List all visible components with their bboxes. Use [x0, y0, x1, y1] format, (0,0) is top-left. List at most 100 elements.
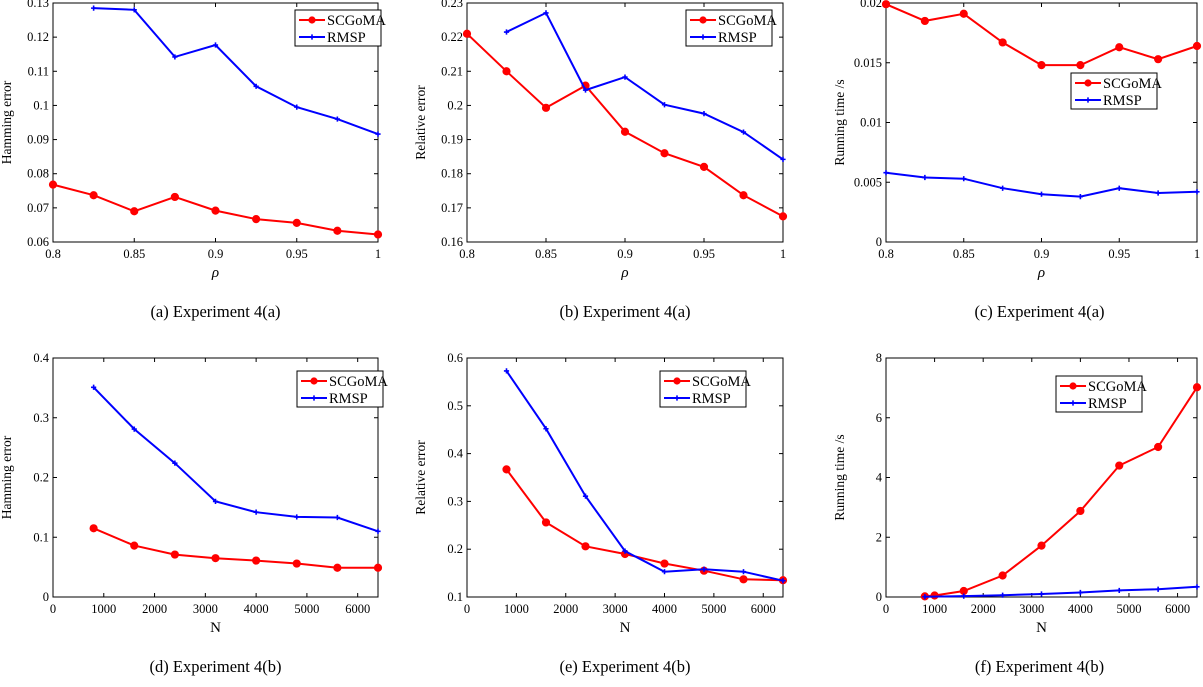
data-point-scgoma: [1154, 55, 1163, 64]
legend-label-scgoma: SCGoMA: [327, 13, 386, 29]
y-tick-label: 0.3: [447, 494, 463, 508]
data-point-scgoma: [373, 563, 383, 572]
data-point-scgoma: [660, 149, 669, 158]
data-point-scgoma: [48, 180, 58, 189]
x-tick-label: 0.95: [1108, 247, 1130, 261]
data-point-scgoma: [881, 0, 891, 9]
data-point-rmsp: [740, 569, 747, 575]
data-point-scgoma: [502, 465, 511, 474]
data-point-scgoma: [1037, 61, 1046, 70]
y-tick-label: 6: [876, 411, 882, 425]
y-axis-label: Hamming error: [0, 80, 14, 164]
data-point-rmsp: [1077, 193, 1083, 200]
x-tick-label: 0.95: [693, 247, 715, 261]
data-point-scgoma: [89, 524, 98, 533]
data-point-scgoma: [170, 550, 179, 559]
x-tick-label: 0.8: [45, 247, 61, 261]
series-line-rmsp: [506, 11, 784, 161]
series-scgoma: [502, 465, 788, 585]
series-scgoma: [881, 0, 1202, 70]
plot-area-frame: [885, 2, 1198, 243]
data-point-rmsp: [701, 566, 707, 572]
data-point-scgoma: [89, 191, 98, 200]
y-tick-label: 0.21: [441, 64, 463, 78]
series-rmsp: [922, 584, 1200, 600]
data-point-scgoma: [462, 29, 472, 38]
data-point-scgoma: [660, 559, 669, 568]
data-point-scgoma: [211, 206, 220, 215]
series-line-scgoma: [885, 3, 1198, 67]
x-tick-label: 5000: [294, 602, 319, 616]
data-point-rmsp: [253, 509, 259, 515]
series-rmsp: [503, 368, 786, 584]
data-point-rmsp: [1194, 189, 1200, 195]
series-scgoma: [462, 29, 788, 221]
x-axis-label: ρ: [620, 265, 628, 281]
data-point-rmsp: [1038, 591, 1045, 597]
legend-label-scgoma: SCGoMA: [692, 374, 751, 390]
data-point-rmsp: [582, 493, 589, 499]
series-line-rmsp: [505, 370, 784, 582]
x-tick-label: 2000: [971, 602, 996, 616]
data-point-rmsp: [780, 578, 786, 584]
x-tick-label: 0.85: [535, 247, 557, 261]
legend-label-rmsp: RMSP: [692, 391, 731, 407]
y-tick-label: 0.2: [447, 98, 463, 112]
y-tick-label: 0.1: [33, 98, 49, 112]
data-point-scgoma: [739, 191, 748, 200]
legend-marker-rmsp: [1070, 400, 1076, 406]
x-tick-label: 6000: [751, 602, 776, 616]
data-point-rmsp: [661, 102, 668, 108]
y-tick-label: 0.1: [33, 530, 49, 544]
data-point-scgoma: [1115, 461, 1124, 470]
x-tick-label: 0.8: [459, 247, 475, 261]
x-axis-label: N: [620, 620, 631, 636]
y-tick-label: 0.015: [854, 56, 882, 70]
legend-box: [659, 370, 747, 408]
x-tick-label: 4000: [652, 602, 677, 616]
data-point-rmsp: [622, 74, 628, 80]
series-scgoma: [920, 383, 1202, 601]
data-point-rmsp: [1116, 185, 1122, 191]
series-line-rmsp: [93, 7, 379, 136]
data-point-rmsp: [661, 569, 668, 575]
data-point-rmsp: [212, 42, 219, 48]
data-point-scgoma: [1192, 383, 1202, 392]
y-tick-label: 0: [876, 235, 882, 249]
data-point-rmsp: [1116, 587, 1122, 594]
data-point-scgoma: [930, 591, 939, 600]
y-tick-label: 0.17: [441, 201, 463, 215]
legend-label-rmsp: RMSP: [327, 30, 366, 46]
data-point-rmsp: [253, 83, 259, 89]
x-tick-label: 0.9: [617, 247, 633, 261]
x-tick-label: 2000: [553, 602, 578, 616]
data-point-scgoma: [1115, 43, 1124, 52]
data-point-rmsp: [131, 426, 137, 432]
x-tick-label: 1000: [504, 602, 529, 616]
data-point-rmsp: [1194, 584, 1200, 590]
series-rmsp: [503, 10, 786, 162]
series-rmsp: [883, 170, 1200, 200]
data-point-scgoma: [130, 541, 139, 550]
data-point-rmsp: [375, 131, 381, 137]
legend-marker-scgoma: [699, 16, 707, 24]
data-point-scgoma: [541, 518, 551, 527]
legend-marker-scgoma: [1084, 79, 1092, 87]
y-tick-label: 0.13: [27, 0, 49, 10]
data-point-scgoma: [502, 67, 511, 76]
x-tick-label: 4000: [1068, 602, 1093, 616]
legend-label-rmsp: RMSP: [718, 30, 757, 46]
data-point-rmsp: [375, 528, 381, 534]
data-point-rmsp: [1155, 190, 1161, 196]
data-point-rmsp: [922, 174, 928, 181]
data-point-scgoma: [998, 571, 1007, 580]
data-point-rmsp: [961, 176, 967, 182]
data-point-scgoma: [292, 218, 301, 227]
data-point-rmsp: [172, 54, 178, 60]
y-axis-label: Relative error: [413, 440, 428, 515]
y-axis-label: Running time /s: [832, 79, 847, 165]
data-point-rmsp: [503, 368, 510, 374]
